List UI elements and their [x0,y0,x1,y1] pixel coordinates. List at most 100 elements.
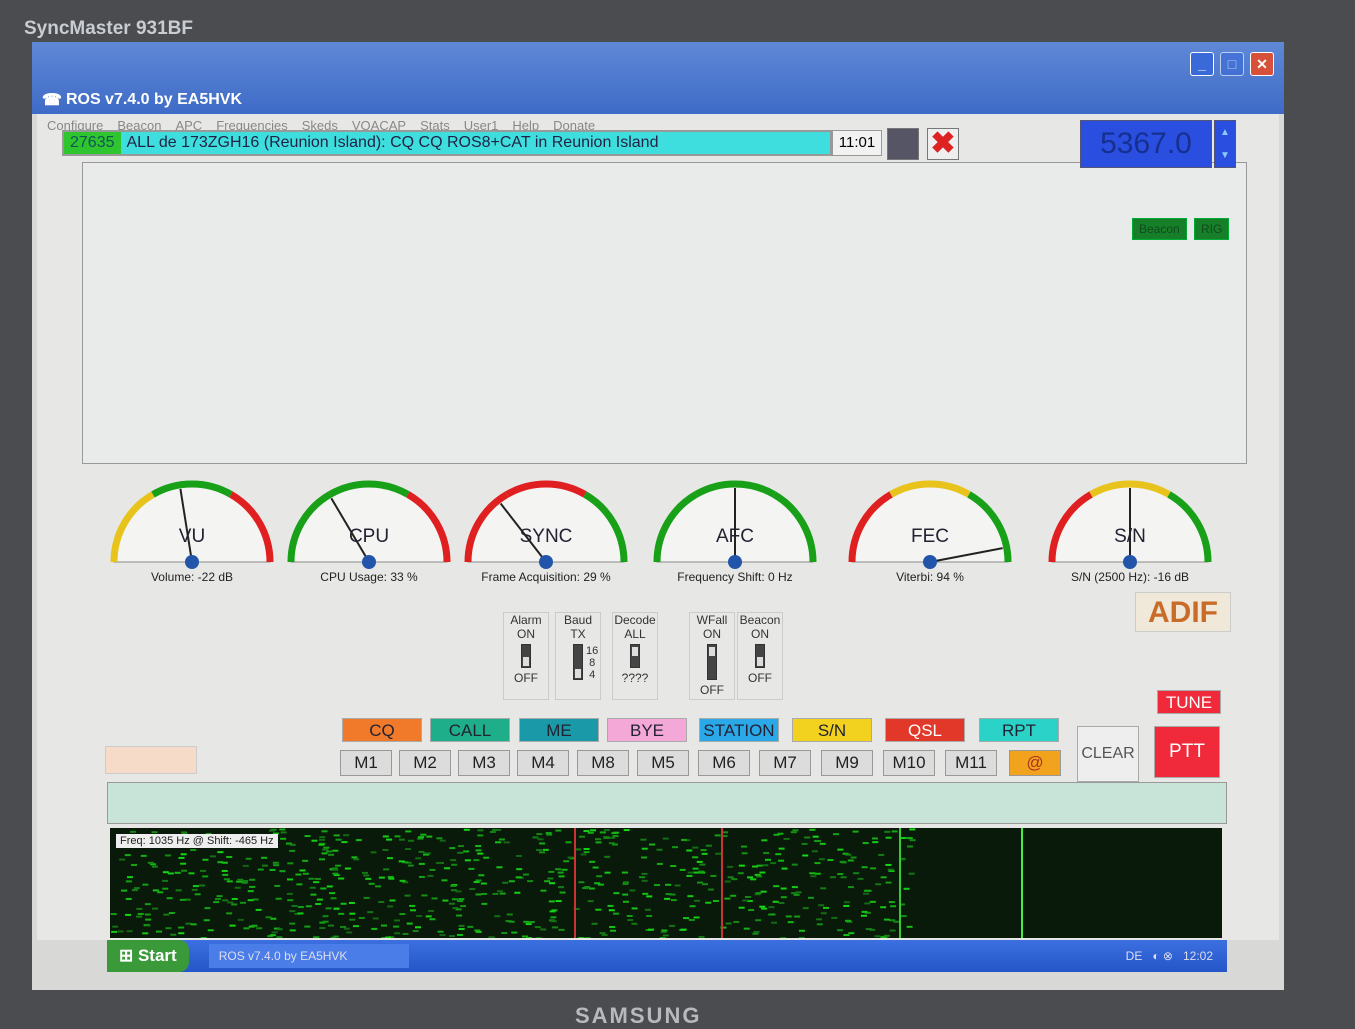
gauge-sync: SYNC Frame Acquisition: 29 % [461,474,631,579]
tune-button[interactable]: TUNE [1157,690,1221,714]
macro-bye[interactable]: BYE [607,718,687,742]
waterfall-noise [332,873,338,875]
macro-me[interactable]: ME [519,718,599,742]
gauge-label: Volume: -22 dB [102,570,282,584]
start-button[interactable]: ⊞ Start [107,940,189,972]
memory-button-m11[interactable]: M11 [945,750,997,776]
toggle-switch[interactable] [573,644,583,680]
memory-button-m10[interactable]: M10 [883,750,935,776]
waterfall-noise [310,887,316,889]
waterfall-noise [699,936,705,938]
rx-text-area[interactable] [82,162,1247,464]
switch-wfall[interactable]: WFall ON OFF [689,612,735,700]
memory-button-m8[interactable]: M8 [577,750,629,776]
waterfall-noise [549,882,555,884]
waterfall[interactable]: Freq: 1035 Hz @ Shift: -465 Hz [110,828,1222,938]
language-indicator[interactable]: DE [1126,949,1143,963]
waterfall-noise [367,911,373,913]
waterfall-noise [648,929,654,931]
waterfall-noise [686,849,692,851]
waterfall-noise [210,855,216,857]
tx-text-input[interactable] [107,782,1227,824]
up-arrow-icon[interactable]: ▲ [1220,127,1230,138]
memory-button-m4[interactable]: M4 [517,750,569,776]
waterfall-noise [289,850,295,852]
memory-button-m7[interactable]: M7 [759,750,811,776]
waterfall-noise [745,896,751,898]
waterfall-noise [546,834,552,836]
memory-button-@[interactable]: @ [1009,750,1061,776]
waterfall-noise [910,839,916,841]
baud-level: 16 [586,645,598,657]
waterfall-noise [872,841,878,843]
waterfall-noise [457,900,463,902]
waterfall-noise [610,930,616,932]
waterfall-noise [845,920,851,922]
switch-alarm[interactable]: Alarm ON OFF [503,612,549,700]
taskbar-task-ros[interactable]: ROS v7.4.0 by EA5HVK [209,944,409,968]
waterfall-noise [296,883,302,885]
macro-cq[interactable]: CQ [342,718,422,742]
memory-button-m5[interactable]: M5 [637,750,689,776]
switch-decode[interactable]: Decode ALL???? [612,612,658,700]
macro-station[interactable]: STATION [699,718,779,742]
waterfall-noise [326,850,332,852]
waterfall-noise [890,930,896,932]
waterfall-noise [317,899,323,901]
beacon-status-button[interactable]: Beacon [1132,218,1187,240]
main-client: Configure Beacon APC Frequencies Skeds VOACAP… [37,114,1279,940]
waterfall-noise [702,883,708,885]
macro-sn[interactable]: S/N [792,718,872,742]
callsign-input[interactable] [105,746,197,774]
switch-title: Beacon [738,613,782,627]
stop-x-icon[interactable]: ✖ [927,128,959,160]
adif-button[interactable]: ADIF [1135,592,1231,632]
waterfall-noise [741,846,747,848]
computer-icon[interactable] [887,128,919,160]
memory-button-m3[interactable]: M3 [458,750,510,776]
waterfall-noise [473,859,479,861]
macro-rpt[interactable]: RPT [979,718,1059,742]
toggle-switch[interactable] [707,644,717,680]
waterfall-noise [840,861,846,863]
waterfall-noise [848,932,854,934]
waterfall-noise [837,849,843,851]
toggle-switch[interactable] [630,644,640,668]
rig-status-button[interactable]: RIG [1194,218,1229,240]
waterfall-noise [274,885,280,887]
frequency-display[interactable]: 5367.0 [1080,120,1212,168]
toggle-knob [632,647,638,656]
waterfall-noise [624,829,630,831]
toggle-switch[interactable] [521,644,531,668]
waterfall-noise [121,890,127,892]
memory-button-m9[interactable]: M9 [821,750,873,776]
memory-button-m2[interactable]: M2 [399,750,451,776]
rx-time: 11:01 [832,130,882,156]
clear-button[interactable]: CLEAR [1077,726,1139,782]
switch-baud[interactable]: Baud TX 16 8 4 [555,612,601,700]
ptt-button[interactable]: PTT [1154,726,1220,778]
switch-beacon[interactable]: Beacon ON OFF [737,612,783,700]
rx-message: ALL de 173ZGH16 (Reunion Island): CQ CQ … [121,134,659,152]
waterfall-noise [353,858,359,860]
macro-call[interactable]: CALL [430,718,510,742]
macro-qsl[interactable]: QSL [885,718,965,742]
memory-button-m6[interactable]: M6 [698,750,750,776]
waterfall-noise [328,854,334,856]
waterfall-noise [290,929,296,931]
waterfall-noise [127,930,133,932]
waterfall-noise [886,837,892,839]
down-arrow-icon[interactable]: ▼ [1220,150,1230,161]
waterfall-noise [870,901,876,903]
waterfall-noise [145,914,151,916]
toggle-switch[interactable] [755,644,765,668]
maximize-button[interactable]: □ [1220,52,1244,76]
gauge-sn: S/N S/N (2500 Hz): -16 dB [1045,474,1215,579]
tray-clock: 12:02 [1183,949,1213,963]
waterfall-noise [526,923,532,925]
frequency-spinner[interactable]: ▲ ▼ [1214,120,1236,168]
rx-message-bar: 27635 ALL de 173ZGH16 (Reunion Island): … [62,130,832,156]
minimize-button[interactable]: _ [1190,52,1214,76]
close-button[interactable]: ✕ [1250,52,1274,76]
memory-button-m1[interactable]: M1 [340,750,392,776]
